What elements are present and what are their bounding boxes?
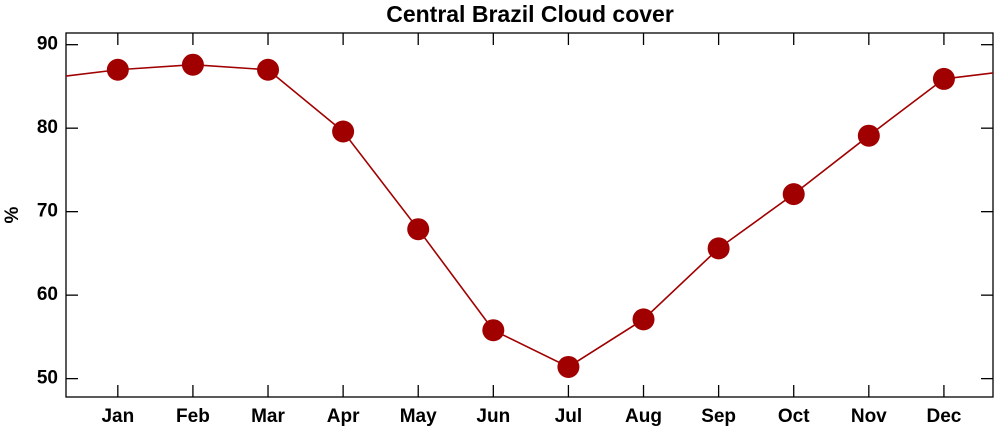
y-tick-label: 60 xyxy=(37,284,58,305)
x-tick-label: Dec xyxy=(926,406,961,427)
x-tick-label: Feb xyxy=(176,406,210,427)
data-point xyxy=(332,120,355,143)
x-tick-label: Jun xyxy=(476,406,510,427)
x-tick-label: Apr xyxy=(327,406,360,427)
x-tick-label: Sep xyxy=(701,406,736,427)
y-tick-label: 70 xyxy=(37,201,58,222)
data-point xyxy=(557,355,580,378)
plot-area xyxy=(66,53,993,378)
data-point xyxy=(932,67,955,90)
data-point xyxy=(482,319,505,342)
data-point xyxy=(257,58,280,81)
data-point xyxy=(782,183,805,206)
x-tick-label: May xyxy=(400,406,437,427)
x-tick-label: Nov xyxy=(851,406,887,427)
data-point xyxy=(106,58,129,81)
y-tick-label: 90 xyxy=(37,34,58,55)
x-tick-label: Mar xyxy=(251,406,285,427)
data-line xyxy=(117,63,945,368)
y-tick-label: 80 xyxy=(37,117,58,138)
data-point xyxy=(707,237,730,260)
wrap-segment xyxy=(66,68,118,77)
data-point xyxy=(632,308,655,331)
y-tick-label: 50 xyxy=(37,368,58,389)
chart-title: Central Brazil Cloud cover xyxy=(386,1,674,27)
plot-frame xyxy=(65,32,994,398)
data-point xyxy=(181,53,204,76)
x-tick-label: Aug xyxy=(625,406,662,427)
x-tick-label: Jan xyxy=(101,406,134,427)
wrap-segment xyxy=(943,72,993,80)
data-point xyxy=(407,218,430,241)
x-tick-label: Oct xyxy=(778,406,810,427)
x-tick-label: Jul xyxy=(555,406,582,427)
data-point xyxy=(857,124,880,147)
y-axis-label: % xyxy=(2,206,23,223)
